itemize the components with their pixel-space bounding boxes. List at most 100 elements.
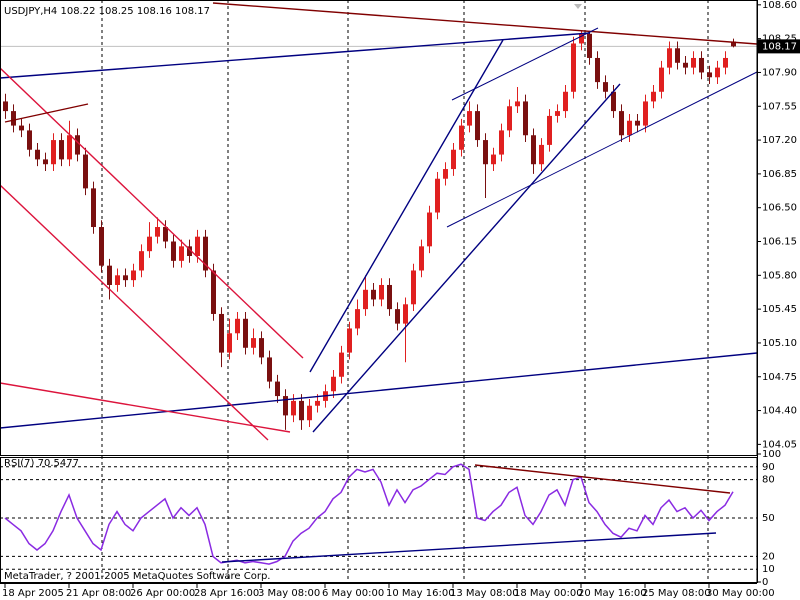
y-tick-label: 100 <box>762 449 781 460</box>
x-tick-label: 10 May 16:00 <box>386 588 455 599</box>
candle-body <box>163 227 168 242</box>
y-tick-label: 104.40 <box>762 406 797 417</box>
x-tick-label: 20 May 16:00 <box>578 588 647 599</box>
candle-body <box>403 304 408 324</box>
trendline <box>474 464 731 494</box>
x-tick-label: 3 May 08:00 <box>258 588 320 599</box>
candle-body <box>147 236 152 252</box>
x-tick-label: 25 May 08:00 <box>642 588 711 599</box>
candle-body <box>355 309 360 329</box>
trendline <box>312 83 621 433</box>
candle-body <box>331 376 336 392</box>
y-tick-label: 107.20 <box>762 135 797 146</box>
candle-body <box>211 270 216 314</box>
trendline <box>0 32 591 79</box>
candle-body <box>187 246 192 256</box>
candle-body <box>539 144 544 165</box>
candle-body <box>171 241 176 261</box>
chart-title: USDJPY,H4 108.22 108.25 108.16 108.17 <box>4 6 210 17</box>
x-tick-label: 21 Apr 08:00 <box>66 588 131 599</box>
candle-body <box>283 396 288 416</box>
y-tick-label: 80 <box>762 475 775 486</box>
candle-body <box>723 57 728 68</box>
candle-body <box>547 115 552 145</box>
candle-body <box>651 91 656 102</box>
x-tick-label: 28 Apr 16:00 <box>194 588 259 599</box>
candle-body <box>435 178 440 213</box>
y-tick-label: 90 <box>762 462 775 473</box>
candle-body <box>307 405 312 421</box>
candle-body <box>27 130 32 150</box>
candle-body <box>571 43 576 92</box>
candle-body <box>491 154 496 165</box>
trendline <box>0 67 304 359</box>
candle-body <box>635 120 640 126</box>
candle-body <box>83 154 88 189</box>
y-tick-label: 105.10 <box>762 338 797 349</box>
candle-body <box>371 289 376 300</box>
candle-body <box>595 57 600 83</box>
trendline <box>0 352 758 429</box>
candle-body <box>179 246 184 261</box>
candle-body <box>707 72 712 78</box>
candle-body <box>675 48 680 63</box>
rsi-line <box>4 463 734 565</box>
candle-body <box>11 111 16 126</box>
candle-body <box>363 289 368 310</box>
candle-body <box>515 101 520 107</box>
candle-body <box>499 130 504 155</box>
trendline <box>451 27 599 101</box>
last-price-box <box>758 39 800 54</box>
candle-body <box>59 140 64 160</box>
y-tick-label: 104.75 <box>762 372 797 383</box>
y-tick-label: 106.85 <box>762 169 797 180</box>
candle-body <box>427 212 432 247</box>
candle-body <box>443 169 448 179</box>
candle-body <box>387 284 392 310</box>
candle-body <box>259 338 264 358</box>
candle-body <box>43 159 48 165</box>
last-price-label: 108.17 <box>762 41 797 52</box>
candle-body <box>99 227 104 266</box>
candle-body <box>115 275 120 285</box>
x-tick-label: 13 May 08:00 <box>450 588 519 599</box>
separators <box>101 0 709 583</box>
candle-body <box>243 318 248 348</box>
candle-body <box>139 251 144 271</box>
y-tick-label: 105.80 <box>762 270 797 281</box>
candle-body <box>523 101 528 136</box>
trendline <box>0 382 291 433</box>
candle-body <box>35 149 40 160</box>
plot-layers <box>0 30 757 570</box>
candle-body <box>75 135 80 155</box>
candle-body <box>235 318 240 334</box>
x-tick-label: 26 Apr 00:00 <box>130 588 195 599</box>
candle-body <box>315 400 320 406</box>
candle-body <box>667 48 672 68</box>
candle-body <box>579 33 584 44</box>
candle-body <box>531 135 536 165</box>
y-tick-label: 106.15 <box>762 237 797 248</box>
candle-body <box>347 328 352 353</box>
candle-body <box>683 62 688 68</box>
candle-body <box>131 270 136 281</box>
y-tick-label: 104.05 <box>762 439 797 450</box>
candle-body <box>563 91 568 112</box>
candle-body <box>275 381 280 397</box>
candle-body <box>3 101 8 112</box>
copyright: MetaTrader, ? 2001-2005 MetaQuotes Softw… <box>4 571 270 582</box>
candle-body <box>227 333 232 353</box>
candle-body <box>107 265 112 285</box>
candle-body <box>203 236 208 271</box>
candle-body <box>507 106 512 131</box>
trendline <box>0 184 269 441</box>
trendline <box>212 2 758 45</box>
candle-body <box>699 57 704 73</box>
candle-body <box>459 125 464 150</box>
y-tick-label: 107.55 <box>762 101 797 112</box>
candle-body <box>659 67 664 92</box>
rsi-title: RSI(7) 70.5477 <box>4 458 79 469</box>
x-tick-label: 18 May 00:00 <box>514 588 583 599</box>
